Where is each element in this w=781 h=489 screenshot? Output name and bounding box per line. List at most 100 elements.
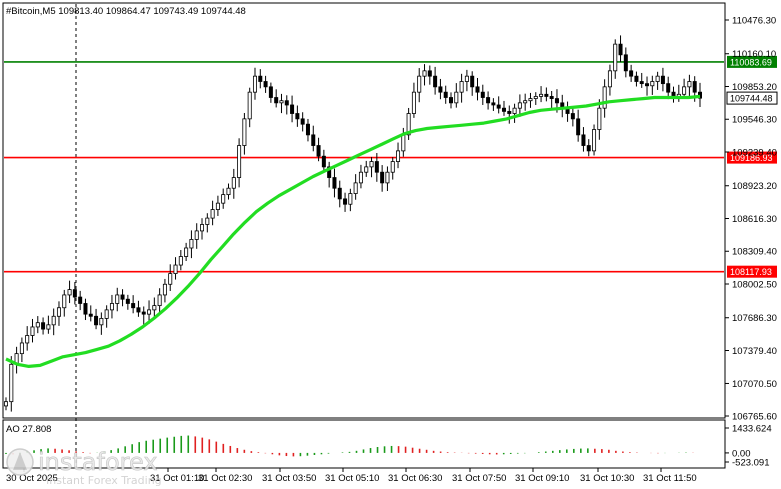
candle-body xyxy=(348,193,353,205)
candle-body xyxy=(305,123,310,136)
candle-body xyxy=(168,273,173,285)
candle-body xyxy=(475,86,480,93)
candle-body xyxy=(295,113,300,120)
candle-body xyxy=(25,335,30,344)
ma-line xyxy=(5,94,701,368)
candle-body xyxy=(205,217,210,225)
x-tick-label: 31 Oct 02:30 xyxy=(198,473,252,484)
watermark-brand: instaforex xyxy=(38,448,158,476)
x-tick-label: 31 Oct 07:50 xyxy=(452,473,506,484)
candle-body xyxy=(162,283,167,296)
candle-body xyxy=(120,294,125,300)
candle-body xyxy=(83,303,88,315)
candle-body xyxy=(480,91,485,98)
candle-body xyxy=(523,100,528,104)
candle-body xyxy=(528,98,533,102)
candle-body xyxy=(19,342,24,355)
candle-body xyxy=(618,43,623,56)
candle-body xyxy=(35,322,40,328)
candle-body xyxy=(549,96,554,99)
candle-body xyxy=(231,177,236,189)
level-price-label: 108117.93 xyxy=(730,267,772,277)
candle-body xyxy=(343,198,348,205)
price-axis: 110476.30 110160.10 109853.20 109546.30 1092… xyxy=(725,16,777,423)
candle-body xyxy=(78,296,83,304)
candle-body xyxy=(602,86,607,109)
main-plot-area xyxy=(2,2,726,419)
candle-body xyxy=(634,75,639,82)
logo-mark xyxy=(13,452,27,470)
candle-body xyxy=(279,100,284,104)
ao-y-tick-label: 1433.624 xyxy=(732,424,772,435)
x-tick-label: 31 Oct 10:30 xyxy=(580,473,634,484)
candle-body xyxy=(422,70,427,77)
candle-body xyxy=(496,104,501,109)
candle-body xyxy=(629,70,634,77)
candle-body xyxy=(274,97,279,104)
candle-body xyxy=(184,247,189,257)
moving-average xyxy=(5,94,701,368)
candle-body xyxy=(539,93,544,97)
candle-body xyxy=(316,145,321,157)
y-tick-label: 107379.40 xyxy=(732,346,777,357)
candle-body xyxy=(427,70,432,77)
watermark-tagline: Instant Forex Trading xyxy=(46,474,162,487)
candle-body xyxy=(364,166,369,173)
y-tick-label: 107070.50 xyxy=(732,379,777,390)
candle-body xyxy=(104,309,109,319)
x-tick-label: 31 Oct 01:10 xyxy=(150,473,204,484)
candle-body xyxy=(581,134,586,146)
candle-body xyxy=(321,155,326,168)
candle-body xyxy=(401,134,406,152)
candle-body xyxy=(369,161,374,168)
level-price-label: 109186.93 xyxy=(730,153,773,163)
y-tick-label: 108309.40 xyxy=(732,247,777,258)
candle-body xyxy=(258,75,263,82)
candle-body xyxy=(613,43,618,72)
candle-body xyxy=(247,91,252,120)
x-tick-label: 31 Oct 06:30 xyxy=(388,473,442,484)
candle-body xyxy=(449,97,454,104)
candle-body xyxy=(501,107,506,112)
y-tick-label: 108002.50 xyxy=(732,280,777,291)
candle-body xyxy=(200,224,205,232)
candle-body xyxy=(390,161,395,173)
candle-body xyxy=(682,86,687,95)
candle-body xyxy=(639,81,644,85)
y-tick-label: 110476.30 xyxy=(732,16,776,27)
candle-body xyxy=(173,264,178,274)
candle-body xyxy=(385,171,390,184)
candle-body xyxy=(51,315,56,326)
x-tick-label: 31 Oct 11:50 xyxy=(643,473,697,484)
candle-body xyxy=(30,326,35,336)
candle-body xyxy=(263,81,268,88)
candle-body xyxy=(512,107,517,114)
y-tick-label: 110160.10 xyxy=(732,49,776,60)
candle-body xyxy=(215,202,220,210)
candle-body xyxy=(380,171,385,184)
candle-body xyxy=(125,298,130,304)
candle-body xyxy=(353,182,358,194)
candle-body xyxy=(417,75,422,93)
x-tick-label: 31 Oct 09:10 xyxy=(515,473,569,484)
x-tick-label: 31 Oct 05:10 xyxy=(325,473,379,484)
y-tick-label: 106765.60 xyxy=(732,412,777,423)
candle-body xyxy=(56,307,61,317)
candle-body xyxy=(438,86,443,93)
candle-body xyxy=(491,102,496,106)
candle-body xyxy=(666,83,671,93)
indicator-plot-area xyxy=(2,419,726,469)
candle-body xyxy=(194,230,199,240)
level-price-box xyxy=(727,55,777,68)
candle-body xyxy=(645,83,650,87)
candle-body xyxy=(507,110,512,114)
indicator-label: AO 27.808 xyxy=(6,424,51,435)
candle-body xyxy=(178,256,183,266)
candle-body xyxy=(660,75,665,85)
y-tick-label: 109239.40 xyxy=(732,148,777,159)
candle-body xyxy=(671,91,676,97)
y-tick-label: 109853.20 xyxy=(732,82,777,93)
candle-body xyxy=(88,313,93,317)
candle-body xyxy=(592,129,597,152)
